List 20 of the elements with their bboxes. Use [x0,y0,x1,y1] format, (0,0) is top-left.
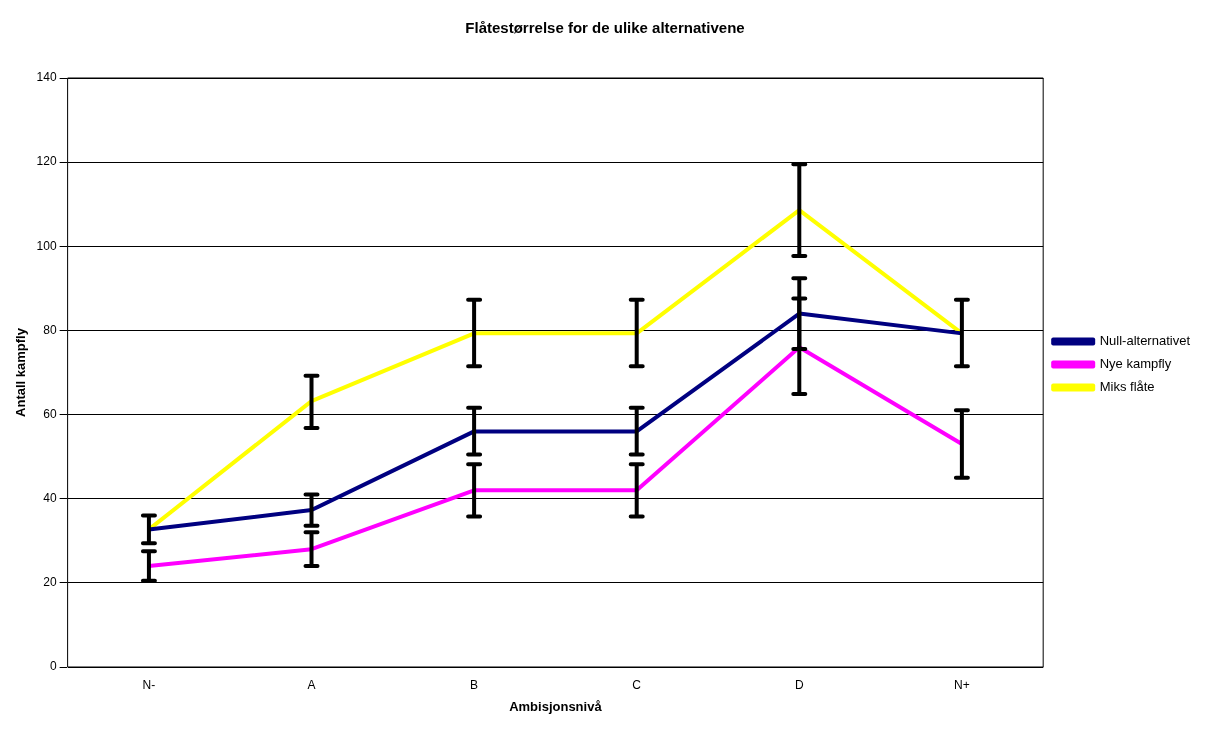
y-tick-label: 80 [43,322,57,337]
y-tick-label: 140 [36,70,57,85]
y-axis-title: Antall kampfly [13,327,29,417]
y-tick-label: 0 [49,659,57,674]
x-tick-label: C [632,677,642,692]
y-tick-label: 40 [43,491,57,506]
legend-label: Miks flåte [1099,379,1155,395]
x-tick-label: D [794,677,804,692]
y-tick-label: 60 [43,406,57,421]
x-tick-label: A [307,677,316,692]
x-tick-label: N+ [954,677,970,692]
y-tick-label: 20 [43,575,57,590]
x-tick-label: B [470,677,479,692]
legend-label: Nye kampfly [1099,356,1172,372]
x-axis-title: Ambisjonsnivå [509,698,603,714]
x-tick-label: N- [142,677,156,692]
legend-label: Null-alternativet [1099,333,1191,349]
y-tick-label: 120 [36,154,57,169]
y-tick-label: 100 [36,238,57,253]
chart-title: Flåtestørrelse for de ulike alternativene [465,19,745,37]
